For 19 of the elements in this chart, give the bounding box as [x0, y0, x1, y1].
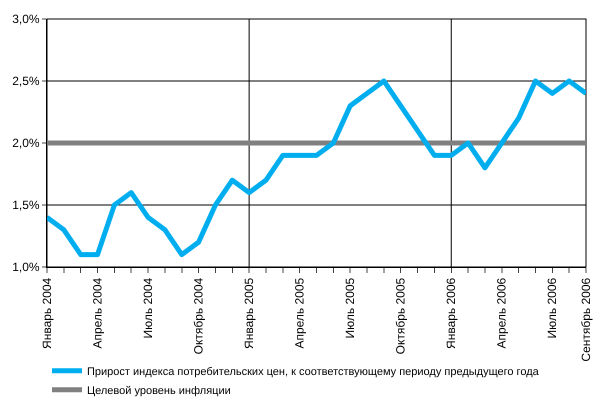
x-tick-label: Октябрь 2005 — [394, 277, 408, 354]
legend-label: Целевой уровень инфляции — [87, 385, 231, 398]
y-tick-label: 2,5% — [12, 74, 40, 88]
x-tick-label: Апрель 2005 — [292, 277, 307, 349]
x-tick-label: Октябрь 2004 — [191, 277, 206, 354]
x-tick-label: Апрель 2006 — [494, 277, 509, 349]
x-tick-label: Апрель 2004 — [90, 277, 104, 349]
x-tick-label: Сентябрь 2006 — [578, 277, 593, 362]
y-tick-label: 3,0% — [12, 12, 40, 26]
y-tick-label: 2,0% — [12, 136, 40, 150]
legend-label: Прирост индекса потребительских цен, к соответствующему периоду предыдущего года — [87, 366, 540, 378]
x-tick-label: Январь 2004 — [40, 277, 54, 349]
y-tick-label: 1,0% — [12, 260, 40, 274]
x-tick-label: Январь 2006 — [444, 277, 458, 349]
x-tick-label: Июль 2004 — [140, 277, 155, 338]
y-tick-label: 1,5% — [12, 198, 40, 212]
x-tick-label: Январь 2005 — [242, 277, 256, 349]
x-tick-label: Июль 2006 — [545, 277, 560, 338]
x-tick-label: Июль 2005 — [343, 277, 358, 338]
